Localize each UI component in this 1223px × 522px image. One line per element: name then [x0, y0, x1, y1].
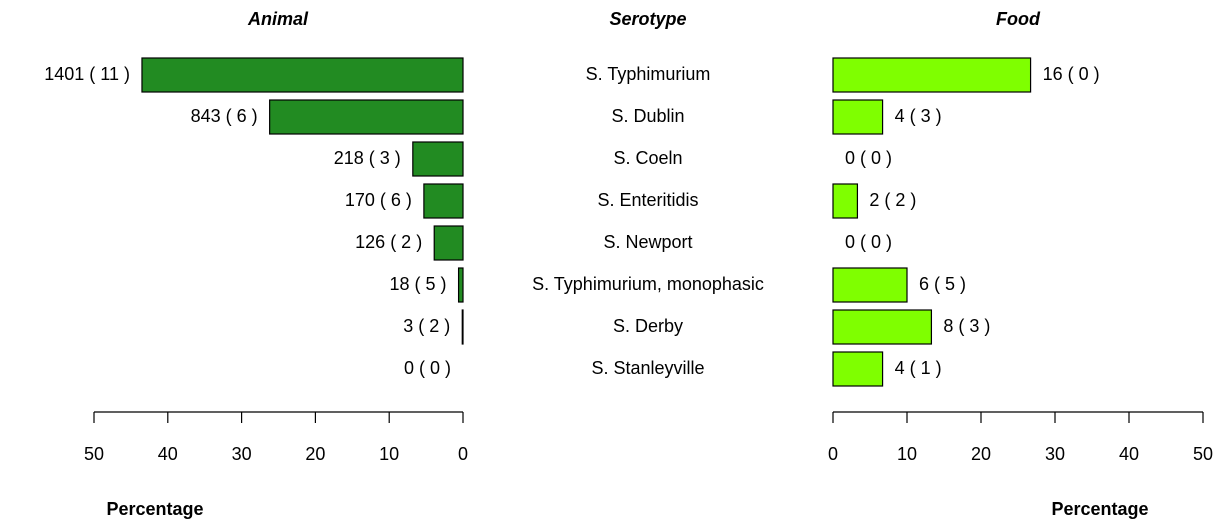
- bar: [832, 267, 908, 303]
- x-tick-label: 40: [158, 444, 178, 464]
- x-tick-label: 0: [828, 444, 838, 464]
- value-label: 16 ( 0 ): [1043, 64, 1100, 84]
- category-label: S. Dublin: [611, 106, 684, 126]
- bar: [423, 183, 464, 219]
- bar: [457, 267, 464, 303]
- bar: [461, 309, 464, 345]
- category-label: S. Derby: [613, 316, 683, 336]
- bar: [433, 225, 464, 261]
- x-tick-label: 30: [232, 444, 252, 464]
- category-label: S. Newport: [603, 232, 692, 252]
- value-label: 843 ( 6 ): [191, 106, 258, 126]
- value-label: 4 ( 3 ): [895, 106, 942, 126]
- x-tick-label: 10: [379, 444, 399, 464]
- bar: [832, 351, 884, 387]
- category-label: S. Typhimurium, monophasic: [532, 274, 764, 294]
- value-label: 218 ( 3 ): [334, 148, 401, 168]
- x-tick-label: 20: [305, 444, 325, 464]
- category-label: S. Typhimurium: [586, 64, 711, 84]
- value-label: 0 ( 0 ): [404, 358, 451, 378]
- chart-title: Animal: [247, 9, 309, 29]
- bar: [832, 183, 859, 219]
- x-tick-label: 40: [1119, 444, 1139, 464]
- x-tick-label: 0: [458, 444, 468, 464]
- x-tick-label: 10: [897, 444, 917, 464]
- category-label: S. Enteritidis: [597, 190, 698, 210]
- bar: [269, 99, 464, 135]
- category-label: S. Coeln: [613, 148, 682, 168]
- center-title: Serotype: [609, 9, 686, 29]
- value-label: 170 ( 6 ): [345, 190, 412, 210]
- bar: [412, 141, 464, 177]
- value-label: 6 ( 5 ): [919, 274, 966, 294]
- value-label: 0 ( 0 ): [845, 232, 892, 252]
- x-tick-label: 30: [1045, 444, 1065, 464]
- value-label: 8 ( 3 ): [943, 316, 990, 336]
- bar: [141, 57, 464, 93]
- x-tick-label: 50: [1193, 444, 1213, 464]
- value-label: 0 ( 0 ): [845, 148, 892, 168]
- value-label: 1401 ( 11 ): [44, 64, 130, 84]
- x-axis-label: Percentage: [106, 499, 203, 519]
- x-axis-label: Percentage: [1051, 499, 1148, 519]
- value-label: 2 ( 2 ): [869, 190, 916, 210]
- bar: [832, 57, 1032, 93]
- x-tick-label: 50: [84, 444, 104, 464]
- category-label: S. Stanleyville: [591, 358, 704, 378]
- chart-title: Food: [996, 9, 1041, 29]
- value-label: 126 ( 2 ): [355, 232, 422, 252]
- value-label: 4 ( 1 ): [895, 358, 942, 378]
- x-tick-label: 20: [971, 444, 991, 464]
- value-label: 3 ( 2 ): [403, 316, 450, 336]
- bar: [832, 99, 884, 135]
- value-label: 18 ( 5 ): [390, 274, 447, 294]
- bar: [832, 309, 933, 345]
